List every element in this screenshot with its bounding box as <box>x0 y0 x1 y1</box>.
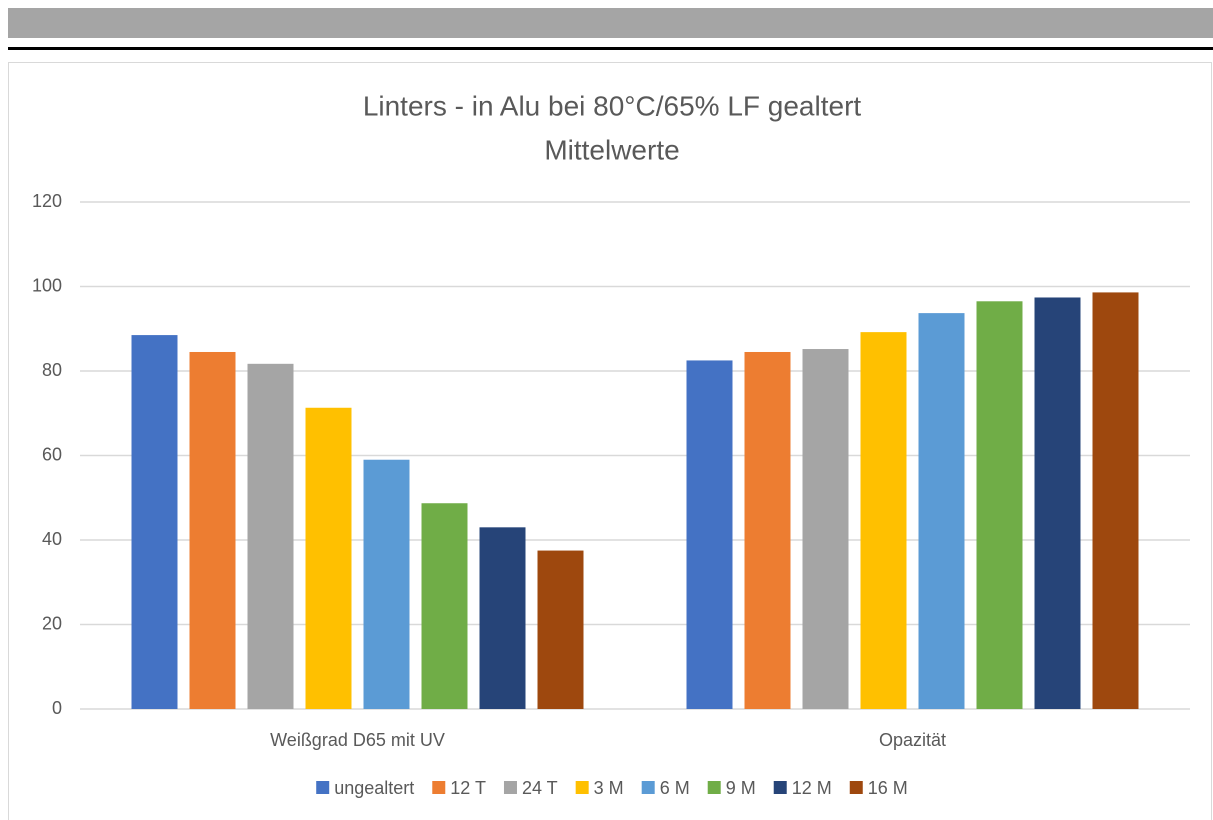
bar <box>1034 297 1081 709</box>
bar <box>189 351 236 709</box>
bar <box>247 363 294 709</box>
bar <box>860 332 907 709</box>
y-tick-label: 40 <box>42 529 62 549</box>
legend-label: 12 T <box>450 778 486 798</box>
legend-swatch <box>316 781 330 794</box>
bar <box>131 335 178 709</box>
chart-frame <box>8 62 1212 820</box>
legend-swatch <box>773 781 787 794</box>
y-tick-label: 120 <box>32 191 62 211</box>
top-bar <box>8 8 1213 38</box>
bar <box>479 527 526 709</box>
bar <box>305 407 352 709</box>
bar <box>421 503 468 709</box>
bar <box>537 550 584 709</box>
y-tick-label: 20 <box>42 613 62 633</box>
bar <box>802 349 849 709</box>
legend-label: 24 T <box>522 778 558 798</box>
bar <box>976 301 1023 709</box>
legend-label: 16 M <box>868 778 908 798</box>
y-tick-label: 100 <box>32 275 62 295</box>
legend-label: 12 M <box>792 778 832 798</box>
legend-swatch <box>641 781 655 794</box>
bar <box>744 351 791 709</box>
legend-label: 9 M <box>726 778 756 798</box>
bar <box>1092 292 1139 709</box>
x-tick-label: Opazität <box>879 730 946 750</box>
legend-label: ungealtert <box>334 778 414 798</box>
legend-swatch <box>707 781 721 794</box>
chart-subtitle: Mittelwerte <box>544 134 679 165</box>
chart-title: Linters - in Alu bei 80°C/65% LF gealter… <box>363 90 862 121</box>
bar <box>918 313 965 709</box>
legend-label: 6 M <box>660 778 690 798</box>
y-tick-label: 80 <box>42 360 62 380</box>
legend-swatch <box>432 781 446 794</box>
bar <box>686 360 733 709</box>
separator <box>8 47 1213 50</box>
legend-swatch <box>849 781 863 794</box>
legend-swatch <box>575 781 589 794</box>
y-tick-label: 60 <box>42 444 62 464</box>
x-tick-label: Weißgrad D65 mit UV <box>270 730 445 750</box>
bar <box>363 459 410 709</box>
legend-swatch <box>503 781 517 794</box>
legend-label: 3 M <box>594 778 624 798</box>
y-tick-label: 0 <box>52 698 62 718</box>
